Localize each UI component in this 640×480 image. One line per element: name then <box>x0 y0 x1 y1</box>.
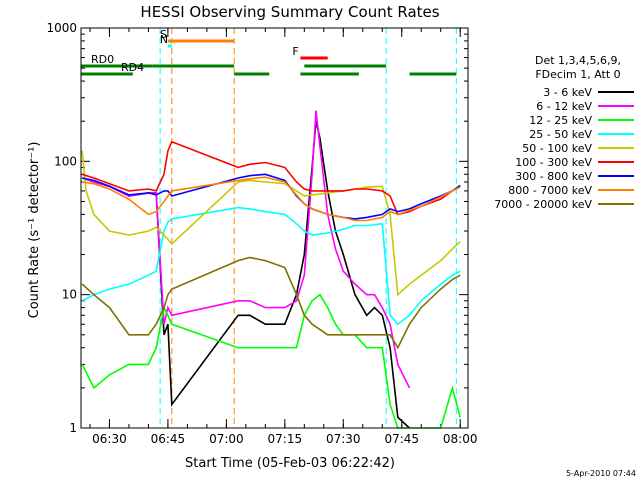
legend-label: 50 - 100 keV <box>522 142 592 155</box>
legend-header-line2: FDecim 1, Att 0 <box>535 68 620 81</box>
series-line-4 <box>81 150 461 297</box>
series-line-8 <box>81 256 461 350</box>
chart-title: HESSI Observing Summary Count Rates <box>140 3 439 21</box>
plot-timestamp: 5-Apr-2010 07:44 <box>566 469 636 478</box>
x-tick-label: 06:45 <box>151 432 186 446</box>
x-tick-label: 08:00 <box>443 432 478 446</box>
y-tick-label: 100 <box>54 154 77 168</box>
y-axis-label: Count Rate (s⁻¹ detector⁻¹) <box>27 142 42 319</box>
series-line-1 <box>81 110 411 389</box>
legend-header-line1: Det 1,3,4,5,6,9, <box>535 54 621 67</box>
series-line-0 <box>81 121 411 429</box>
legend-label: 300 - 800 keV <box>515 170 592 183</box>
flag-label-rd0: RD0 <box>91 53 114 66</box>
legend-label: 12 - 25 keV <box>529 114 592 127</box>
x-tick-label: 07:30 <box>326 432 361 446</box>
flag-label-n: N <box>160 33 168 46</box>
x-tick-label: 07:45 <box>384 432 419 446</box>
x-tick-label: 07:00 <box>209 432 244 446</box>
legend-label: 7000 - 20000 keV <box>494 198 592 211</box>
legend-label: 800 - 7000 keV <box>508 184 592 197</box>
plot-frame <box>80 27 469 429</box>
y-tick-label: 1 <box>69 421 77 435</box>
flag-label-s: S <box>160 28 167 41</box>
y-tick-label: 10 <box>62 288 77 302</box>
flag-label-rd4: RD4 <box>121 61 144 74</box>
flag-label-f: F <box>292 45 298 58</box>
series-line-2 <box>81 293 461 429</box>
legend-label: 6 - 12 keV <box>536 100 592 113</box>
x-tick-label: 06:30 <box>92 432 127 446</box>
legend-label: 3 - 6 keV <box>543 86 592 99</box>
x-tick-label: 07:15 <box>268 432 303 446</box>
series-line-7 <box>82 176 461 222</box>
legend-label: 100 - 300 keV <box>515 156 592 169</box>
legend-label: 25 - 50 keV <box>529 128 592 141</box>
series-line-3 <box>81 206 461 326</box>
y-tick-label: 1000 <box>46 21 77 35</box>
x-axis-label: Start Time (05-Feb-03 06:22:42) <box>185 456 395 471</box>
